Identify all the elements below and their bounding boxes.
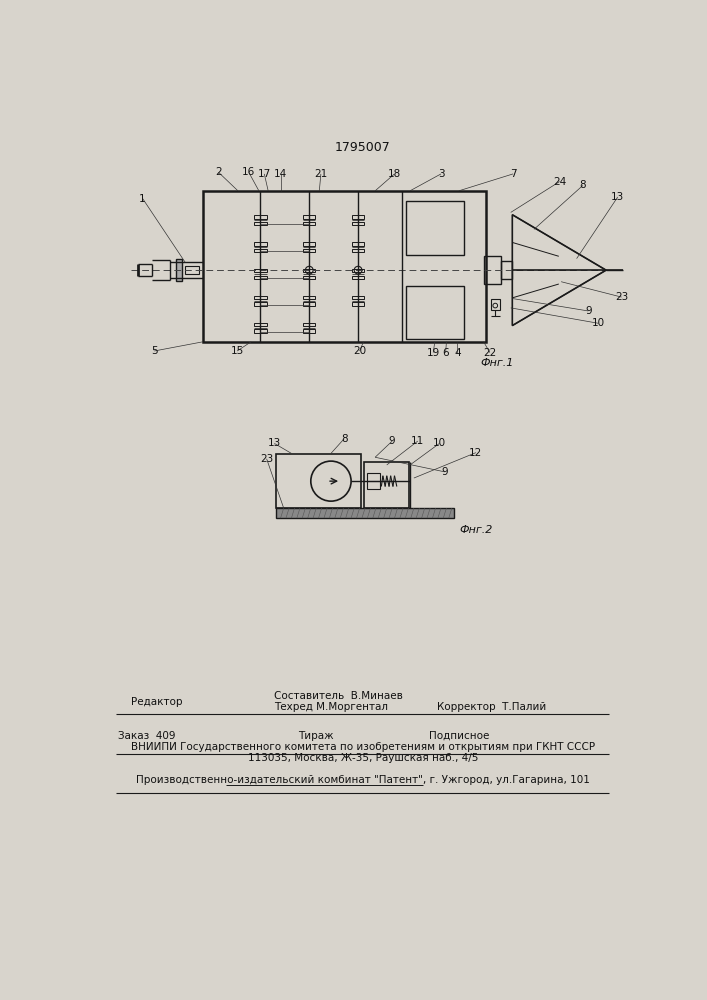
- Text: 1795007: 1795007: [335, 141, 390, 154]
- Text: Техред М.Моргентал: Техред М.Моргентал: [274, 702, 388, 712]
- Bar: [501, 261, 513, 279]
- Bar: [303, 222, 315, 225]
- Text: Подписное: Подписное: [429, 731, 490, 741]
- Text: Редактор: Редактор: [131, 697, 182, 707]
- Bar: [255, 249, 267, 252]
- Bar: [255, 323, 267, 326]
- Bar: [185, 266, 199, 274]
- Bar: [352, 276, 364, 279]
- Bar: [303, 249, 315, 252]
- Text: 3: 3: [438, 169, 444, 179]
- Bar: [303, 242, 315, 246]
- Text: Составитель  В.Минаев: Составитель В.Минаев: [274, 691, 403, 701]
- Bar: [364, 462, 409, 508]
- Bar: [255, 296, 267, 299]
- Bar: [352, 302, 364, 306]
- Text: 113035, Москва, Ж-35, Раушская наб., 4/5: 113035, Москва, Ж-35, Раушская наб., 4/5: [247, 753, 478, 763]
- Bar: [406, 201, 464, 255]
- Text: 17: 17: [257, 169, 271, 179]
- Text: 5: 5: [151, 346, 158, 356]
- Text: 18: 18: [388, 169, 401, 179]
- Bar: [276, 454, 361, 508]
- Text: 23: 23: [260, 454, 273, 464]
- Bar: [352, 222, 364, 225]
- Text: 22: 22: [483, 348, 496, 358]
- Text: 13: 13: [611, 192, 624, 202]
- Bar: [352, 296, 364, 299]
- Text: 4: 4: [454, 348, 460, 358]
- Text: Фнг.1: Фнг.1: [480, 358, 513, 368]
- Bar: [255, 222, 267, 225]
- Bar: [484, 256, 501, 284]
- Bar: [303, 329, 315, 333]
- Text: 11: 11: [411, 436, 424, 446]
- Text: 9: 9: [585, 306, 592, 316]
- Text: Производственно-издательский комбинат "Патент", г. Ужгород, ул.Гагарина, 101: Производственно-издательский комбинат "П…: [136, 775, 590, 785]
- Text: 2: 2: [215, 167, 222, 177]
- Text: 20: 20: [353, 346, 366, 356]
- Text: 8: 8: [341, 434, 347, 444]
- Text: 7: 7: [510, 169, 516, 179]
- Text: ВНИИПИ Государственного комитета по изобретениям и открытиям при ГКНТ СССР: ВНИИПИ Государственного комитета по изоб…: [131, 742, 595, 752]
- Text: Корректор  Т.Палий: Корректор Т.Палий: [437, 702, 547, 712]
- Text: 14: 14: [274, 169, 287, 179]
- Text: 10: 10: [433, 438, 446, 448]
- Bar: [406, 286, 464, 339]
- Bar: [303, 323, 315, 326]
- Bar: [352, 249, 364, 252]
- Text: 23: 23: [615, 292, 629, 302]
- Text: 13: 13: [268, 438, 281, 448]
- Bar: [203, 191, 486, 342]
- Text: 19: 19: [426, 348, 440, 358]
- Bar: [491, 299, 500, 310]
- Bar: [352, 269, 364, 272]
- Text: 9: 9: [442, 467, 448, 477]
- Text: 9: 9: [389, 436, 395, 446]
- Bar: [276, 508, 454, 518]
- Text: Заказ  409: Заказ 409: [118, 731, 175, 741]
- Text: 1: 1: [139, 194, 146, 204]
- Text: 10: 10: [592, 318, 605, 328]
- Bar: [303, 269, 315, 272]
- Text: 24: 24: [553, 177, 566, 187]
- Bar: [303, 276, 315, 279]
- Bar: [255, 242, 267, 246]
- Text: 16: 16: [243, 167, 255, 177]
- Bar: [255, 276, 267, 279]
- Text: 15: 15: [230, 346, 244, 356]
- Text: 12: 12: [469, 448, 482, 458]
- Bar: [255, 269, 267, 272]
- Text: Тираж: Тираж: [298, 731, 333, 741]
- Bar: [368, 473, 380, 489]
- Bar: [176, 259, 182, 281]
- Bar: [303, 302, 315, 306]
- Bar: [303, 296, 315, 299]
- Bar: [255, 329, 267, 333]
- Text: Фнг.2: Фнг.2: [459, 525, 493, 535]
- Bar: [255, 215, 267, 219]
- Bar: [352, 242, 364, 246]
- Text: 21: 21: [314, 169, 327, 179]
- Bar: [303, 215, 315, 219]
- Text: 8: 8: [580, 180, 586, 190]
- Bar: [255, 302, 267, 306]
- Bar: [352, 215, 364, 219]
- Text: 6: 6: [443, 348, 449, 358]
